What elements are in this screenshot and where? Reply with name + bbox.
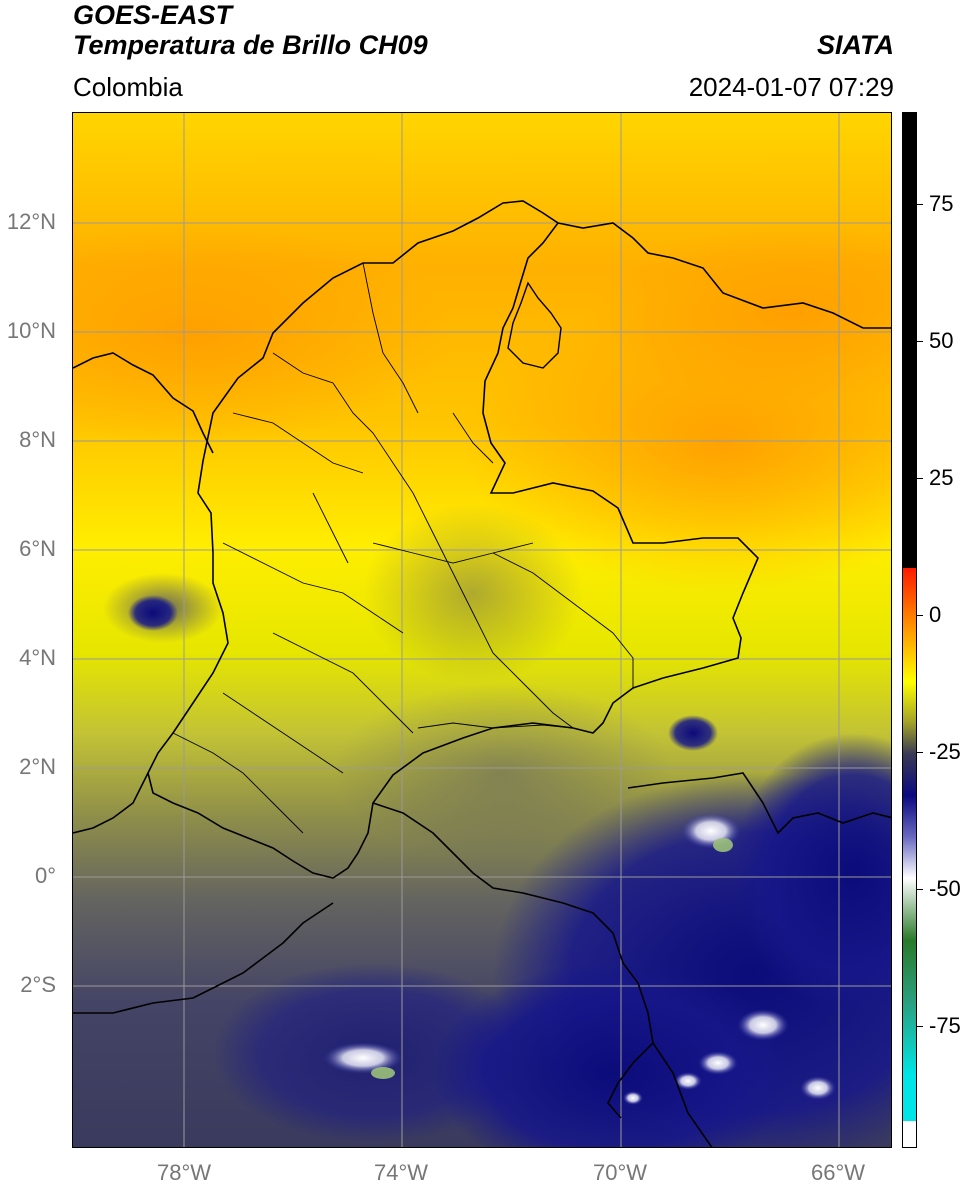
colombia-border [147,200,759,879]
map-panel[interactable] [72,112,892,1148]
colorbar-tick [917,478,923,479]
lat-label-4n: 4°N [19,645,56,670]
colorbar [902,112,917,1148]
colorbar-tick [917,341,923,342]
lon-label-70w: 70°W [592,1160,648,1185]
map-canvas [73,113,891,1147]
colorbar-tick [917,204,923,205]
colorbar-label-minus75: -75 [929,1013,961,1038]
lat-label-2n: 2°N [19,754,56,779]
brand-label: SIATA [817,30,894,60]
lon-label-78w: 78°W [156,1160,212,1185]
title-satellite: GOES-EAST [73,0,233,30]
lat-label-12n: 12°N [6,209,56,234]
region-label: Colombia [73,72,183,102]
colorbar-tick [917,889,923,890]
lat-label-2s: 2°S [20,972,56,997]
lat-label-10n: 10°N [6,318,56,343]
lat-label-6n: 6°N [19,536,56,561]
colorbar-label-75: 75 [929,191,954,216]
lon-label-66w: 66°W [810,1160,866,1185]
colorbar-label-25: 25 [929,465,954,490]
colorbar-label-50: 50 [929,328,954,353]
colorbar-label-0: 0 [929,602,942,627]
colorbar-tick [917,752,923,753]
colorbar-label-minus25: -25 [929,739,961,764]
lon-label-74w: 74°W [373,1160,429,1185]
colorbar-tick [917,1026,923,1027]
colorbar-tick [917,615,923,616]
title-product: Temperatura de Brillo CH09 [73,30,428,60]
timestamp-label: 2024-01-07 07:29 [688,72,894,102]
colorbar-label-minus50: -50 [929,876,961,901]
lat-label-0: 0° [34,863,56,888]
lat-label-8n: 8°N [19,427,56,452]
